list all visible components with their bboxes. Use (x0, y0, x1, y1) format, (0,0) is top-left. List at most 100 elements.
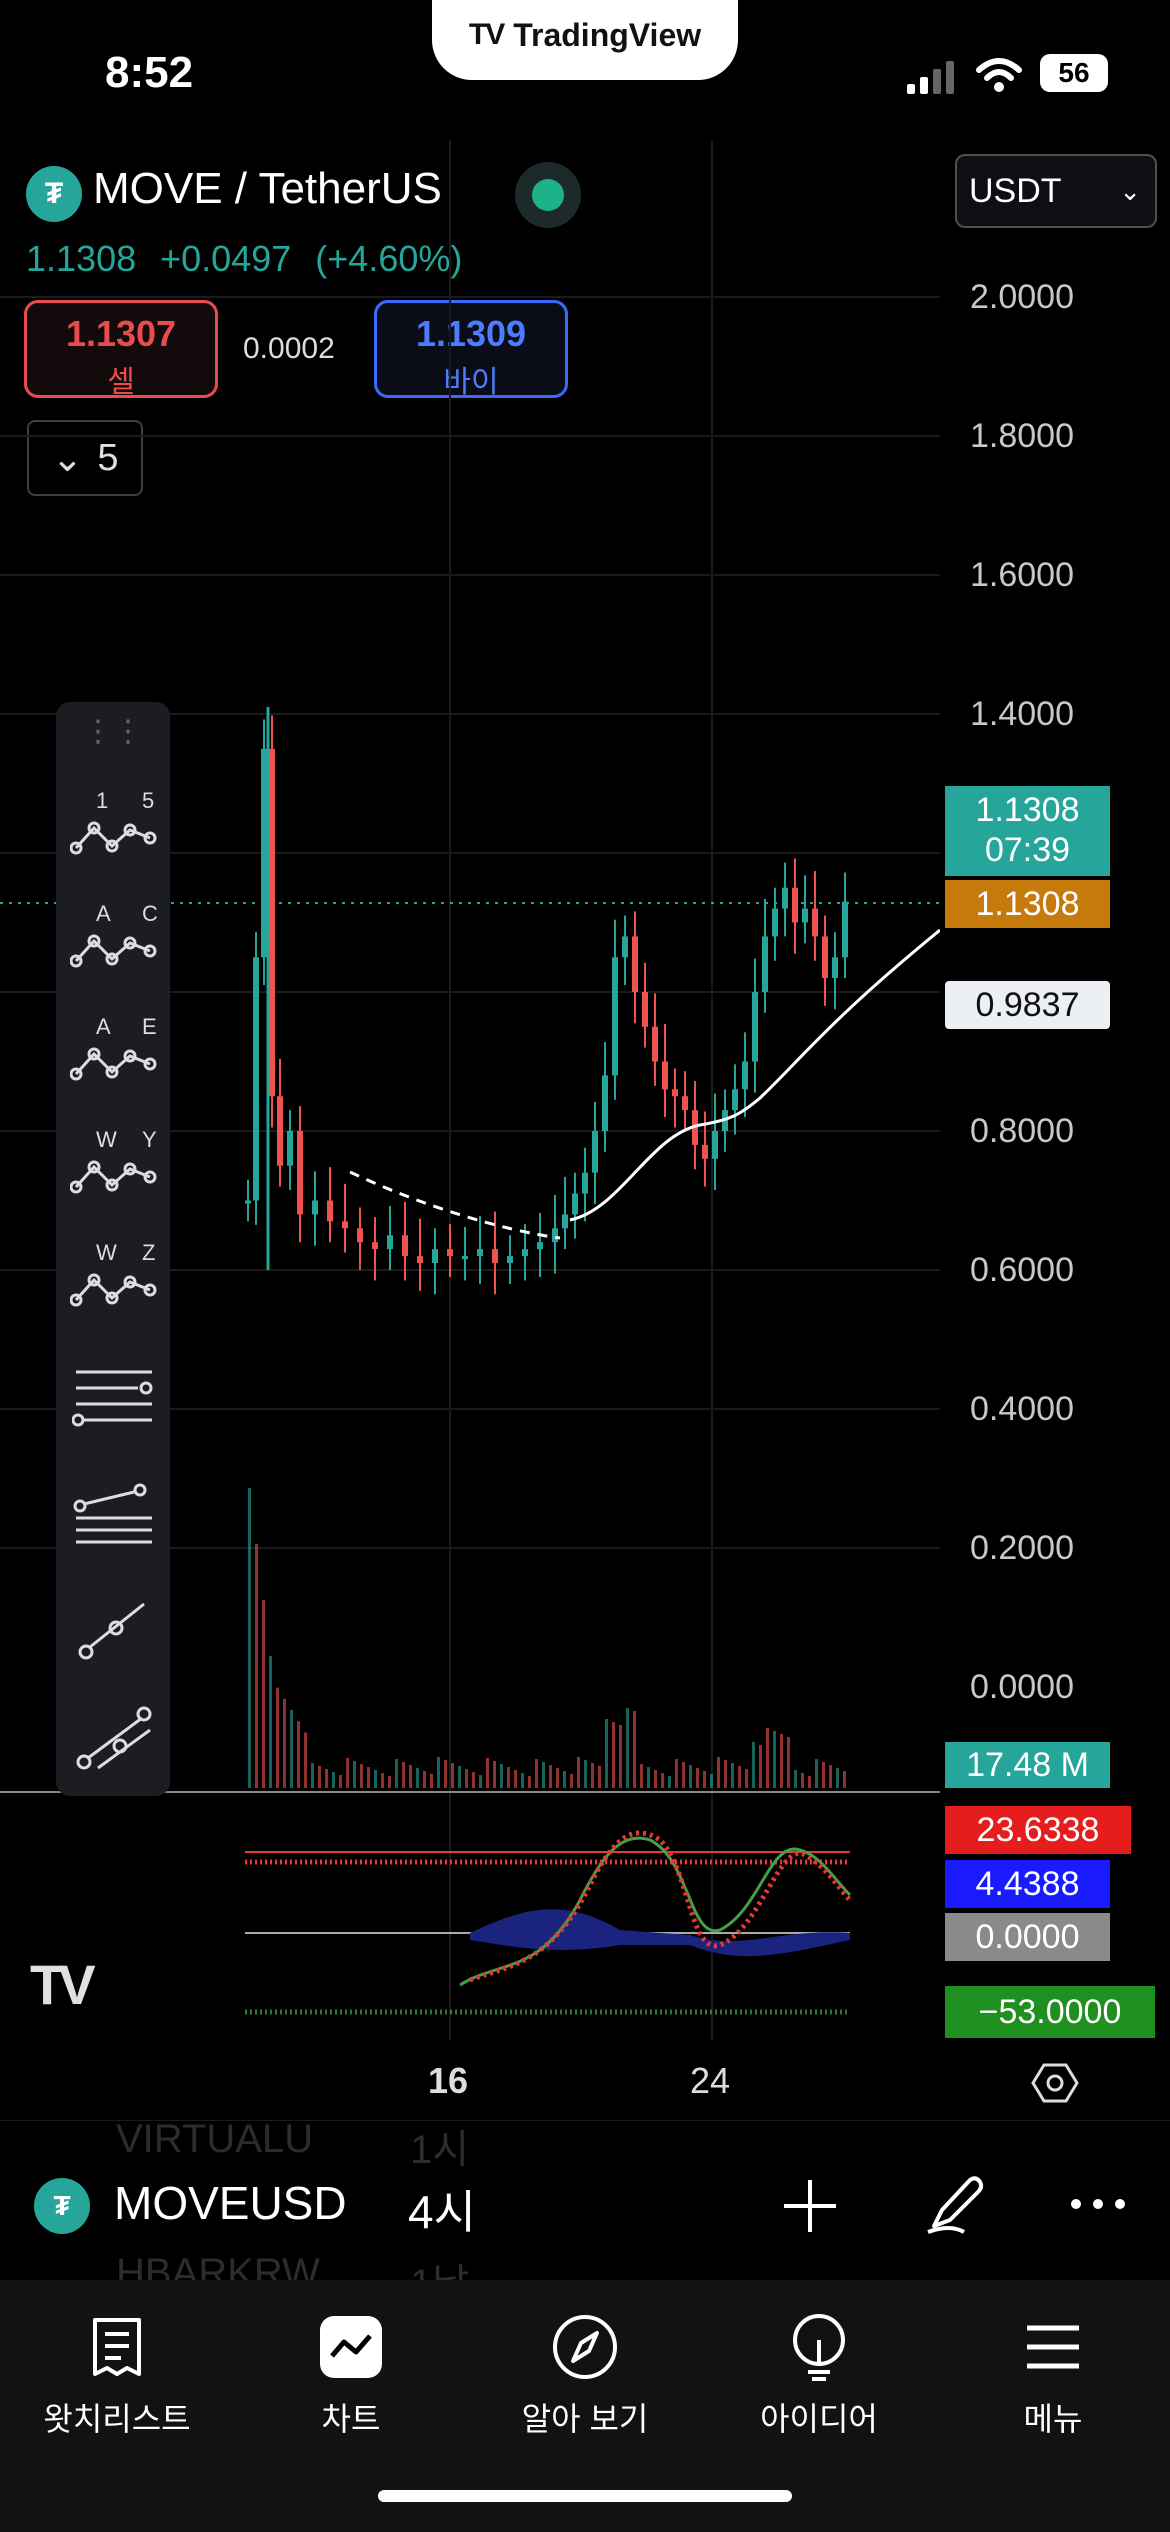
tab-menu[interactable]: 메뉴 (936, 2308, 1170, 2440)
volume-bar (325, 1769, 328, 1788)
chart-settings-icon[interactable] (1030, 2058, 1080, 2108)
volume-bar (388, 1776, 391, 1788)
candle-body (712, 1131, 718, 1159)
candle-body (477, 1249, 483, 1257)
candle-body (261, 748, 267, 958)
drawing-pen-icon[interactable] (920, 2170, 990, 2240)
volume-bar (668, 1776, 671, 1788)
tool-parallel-channel[interactable] (56, 1692, 170, 1792)
tool-trend-line[interactable] (56, 1582, 170, 1682)
symbol-title[interactable]: MOVE / TetherUS (93, 164, 442, 213)
volume-bar (535, 1759, 538, 1788)
volume-bar (472, 1772, 475, 1788)
candle-body (245, 1200, 251, 1204)
volume-bar (633, 1711, 636, 1788)
last-price: 1.1308 (26, 238, 137, 279)
volume-bar (528, 1776, 531, 1788)
tab-explore[interactable]: 알아 보기 (468, 2308, 702, 2440)
tab-label: 왓치리스트 (43, 2401, 191, 2437)
volume-bar (563, 1771, 566, 1788)
volume-bar (801, 1773, 804, 1788)
parallel-channel-icon (76, 1706, 152, 1770)
price-axis-label: 1.8000 (970, 417, 1074, 455)
volume-bar (444, 1760, 447, 1788)
candle-body (672, 1089, 678, 1097)
volume-bar (514, 1770, 517, 1788)
volume-bar (696, 1768, 699, 1788)
candle-body (507, 1256, 513, 1264)
volume-bar (738, 1766, 741, 1788)
tool-elliott-triple-combo[interactable]: W Z (56, 1234, 170, 1334)
volume-bar (451, 1763, 454, 1788)
tool-horizontal-lines[interactable] (56, 1352, 170, 1452)
candle-body (632, 936, 638, 992)
price-axis-label: 0.6000 (970, 1251, 1074, 1289)
drawing-tools-panel: ⋮⋮ 1 5 A C A E W Y (56, 702, 170, 1796)
price-change: +0.0497 (160, 238, 292, 279)
price-axis-label: 2.0000 (970, 278, 1074, 316)
sell-button[interactable]: 1.1307 셀 (24, 300, 218, 399)
last-price-tag: 1.1308 07:39 (945, 786, 1110, 876)
candle-body (742, 1061, 748, 1090)
symbol-selector[interactable]: MOVEUSD (114, 2177, 347, 2229)
candle-body (387, 1235, 393, 1250)
volume-bar (605, 1719, 608, 1788)
candle-body (702, 1144, 708, 1159)
volume-bar (724, 1760, 727, 1788)
volume-bar (276, 1687, 279, 1788)
volume-bar (304, 1732, 307, 1788)
volume-bar (409, 1765, 412, 1788)
tool-elliott-correction[interactable]: A C (56, 895, 170, 995)
market-status-indicator[interactable] (515, 162, 581, 228)
tool-elliott-triangle[interactable]: A E (56, 1008, 170, 1108)
tool-label-right: 5 (142, 788, 155, 813)
indicators-collapse-button[interactable]: ⌄ 5 (27, 420, 143, 496)
price-change-percent: (+4.60%) (315, 238, 463, 279)
candle-body (297, 1131, 303, 1215)
volume-bar (843, 1771, 846, 1788)
buy-button[interactable]: 1.1309 바이 (374, 300, 568, 399)
home-indicator[interactable] (378, 2490, 792, 2502)
candle-body (622, 936, 628, 958)
volume-bar (507, 1767, 510, 1788)
add-plus-icon[interactable] (780, 2176, 840, 2236)
tab-ideas[interactable]: 아이디어 (702, 2308, 936, 2440)
tool-elliott-impulse[interactable]: 1 5 (56, 782, 170, 882)
candle-body (312, 1200, 318, 1215)
candle-body (662, 1061, 668, 1090)
orange-level-tag: 1.1308 (945, 880, 1110, 928)
drag-handle-icon[interactable]: ⋮⋮ (83, 715, 143, 748)
more-options-icon[interactable] (1068, 2192, 1128, 2216)
volume-bar (367, 1767, 370, 1788)
currency-select[interactable]: USDT ⌄ (955, 154, 1157, 228)
chart-canvas[interactable] (0, 140, 940, 2080)
tab-watchlist[interactable]: 왓치리스트 (0, 2308, 234, 2440)
wave-pattern-icon (70, 934, 157, 968)
tool-fib-retracement[interactable] (56, 1472, 170, 1572)
volume-bar (759, 1745, 762, 1788)
volume-bar (647, 1767, 650, 1788)
price-axis-label: 1.6000 (970, 556, 1074, 594)
volume-bar (465, 1769, 468, 1788)
tradingview-pill[interactable]: TV TradingView (432, 0, 738, 80)
candle-body (582, 1172, 588, 1194)
volume-bar (521, 1773, 524, 1788)
tradingview-watermark-icon[interactable]: TV (30, 1953, 96, 2016)
tab-label: 메뉴 (1023, 2401, 1083, 2437)
volume-bar (626, 1708, 629, 1788)
signal-icon (907, 61, 954, 94)
tab-chart[interactable]: 차트 (234, 2308, 468, 2440)
time-axis-label: 16 (428, 2060, 469, 2101)
volume-bar (584, 1760, 587, 1788)
tool-label-left: 1 (96, 788, 109, 813)
tool-elliott-double-combo[interactable]: W Y (56, 1121, 170, 1221)
volume-bar (437, 1757, 440, 1788)
candle-body (492, 1249, 498, 1264)
volume-bar (283, 1698, 286, 1788)
interval-selector[interactable]: 4시 (408, 2186, 476, 2238)
oscillator-histogram (470, 1909, 850, 1957)
tool-label-right: C (142, 901, 158, 926)
oscillator-low-tag: −53.0000 (945, 1986, 1155, 2038)
time-axis-label: 24 (690, 2060, 731, 2101)
volume-bar (829, 1765, 832, 1788)
